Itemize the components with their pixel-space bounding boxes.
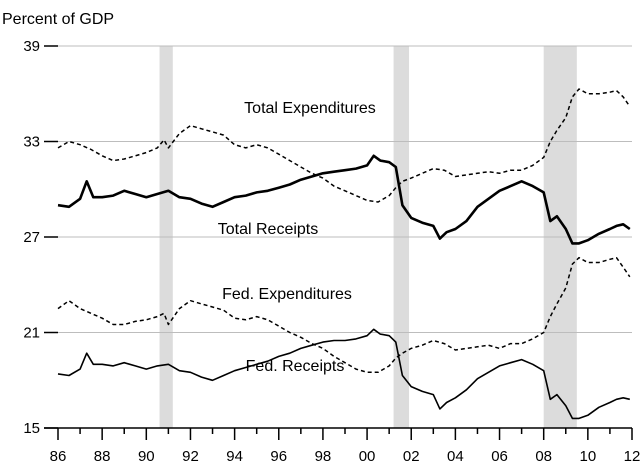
x-tick-label-1996: 96 — [270, 448, 287, 465]
series-lines — [57, 88, 631, 420]
series-line-total-expenditures — [57, 88, 631, 203]
y-ticks: 15 21 27 33 39 — [23, 38, 58, 437]
x-tick-label-2010: 10 — [580, 448, 597, 465]
x-tick-label-2002: 02 — [403, 448, 420, 465]
x-tick-label-1988: 88 — [94, 448, 111, 465]
series-label-fed-expenditures: Fed. Expenditures — [222, 286, 352, 303]
series-label-fed-receipts: Fed. Receipts — [246, 358, 345, 375]
x-tick-label-1992: 92 — [182, 448, 199, 465]
series-label-total-expenditures: Total Expenditures — [244, 100, 376, 117]
x-tick-label-1986: 86 — [50, 448, 67, 465]
y-tick-label-39: 39 — [23, 38, 40, 55]
x-tick-label-2004: 04 — [447, 448, 464, 465]
x-tick-label-2000: 00 — [359, 448, 376, 465]
series-line-fed-expenditures — [57, 256, 631, 374]
series-labels: Total Expenditures Total Receipts Fed. E… — [218, 100, 376, 375]
x-tick-label-2008: 08 — [535, 448, 552, 465]
y-tick-label-21: 21 — [23, 325, 40, 342]
series-line-total-receipts — [57, 154, 631, 245]
y-tick-label-33: 33 — [23, 134, 40, 151]
series-label-total-receipts: Total Receipts — [218, 221, 319, 238]
x-tick-label-2006: 06 — [491, 448, 508, 465]
x-tick-label-2012: 12 — [624, 448, 641, 465]
gridlines — [58, 45, 632, 333]
y-tick-label-15: 15 — [23, 420, 40, 437]
x-tick-label-1990: 90 — [138, 448, 155, 465]
x-ticks: 86 88 90 92 94 96 98 00 02 04 06 08 10 12 — [44, 427, 641, 465]
y-tick-label-27: 27 — [23, 229, 40, 246]
x-tick-label-1994: 94 — [226, 448, 243, 465]
series-line-fed-receipts — [57, 328, 630, 420]
y-axis-label: Percent of GDP — [2, 11, 114, 28]
x-tick-label-1998: 98 — [315, 448, 332, 465]
